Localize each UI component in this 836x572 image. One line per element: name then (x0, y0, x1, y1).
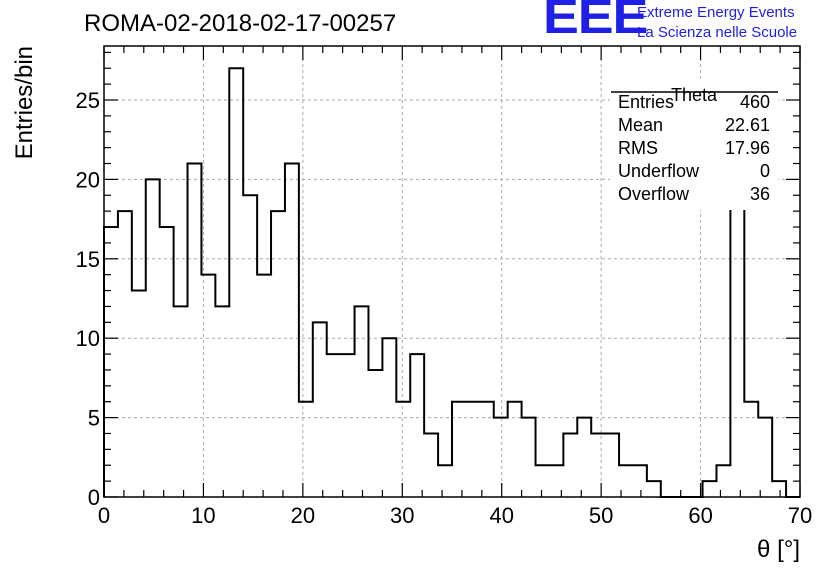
histogram-bin (299, 402, 313, 497)
histogram-bin (522, 418, 536, 497)
histogram-bin (494, 418, 508, 497)
y-tick-label: 0 (88, 485, 100, 510)
histogram-bin (243, 195, 257, 497)
stats-row-value: 17.96 (725, 138, 770, 158)
y-axis-label: Entries/bin (11, 46, 38, 159)
x-tick-label: 0 (98, 503, 110, 528)
histogram-bin (368, 370, 382, 497)
histogram-bin (201, 275, 215, 497)
y-tick-label: 5 (88, 406, 100, 431)
y-tick-label: 10 (76, 326, 100, 351)
stats-rows: Entries 460 Mean 22.61 RMS 17.96 Underflow 0 Ove… (618, 92, 770, 204)
stats-row-value: 460 (740, 92, 770, 112)
histogram-bin (424, 433, 438, 497)
histogram-bin (132, 291, 146, 497)
y-tick-labels: 0 5 10 15 20 25 (76, 88, 100, 510)
histogram-bin (104, 227, 118, 497)
x-tick-labels: 0 10 20 30 40 50 60 70 (98, 503, 812, 528)
stats-row-label: Underflow (618, 161, 700, 181)
stats-row-label: Overflow (618, 184, 690, 204)
histogram-bin (215, 306, 229, 497)
histogram-bin (257, 275, 271, 497)
histogram-bin (327, 354, 341, 497)
stats-row-value: 36 (750, 184, 770, 204)
histogram-bin (508, 402, 522, 497)
histogram-bin (396, 402, 410, 497)
histogram-bin (188, 164, 202, 497)
stats-box-background (610, 82, 778, 210)
plot-frame (103, 45, 801, 498)
histogram-bin (174, 306, 188, 497)
stats-box-title: Theta (671, 85, 718, 105)
x-axis-label: θ [°] (757, 536, 800, 563)
histogram-bin (591, 433, 605, 497)
x-tick-label: 60 (688, 503, 712, 528)
histogram-bin (285, 164, 299, 497)
histogram-bin (758, 418, 772, 497)
histogram-bin (633, 465, 647, 497)
histogram-bin (480, 402, 494, 497)
x-tick-label: 10 (191, 503, 215, 528)
histogram-bin (605, 433, 619, 497)
histogram-bin (438, 465, 452, 497)
x-tick-label: 30 (390, 503, 414, 528)
histogram-bin (703, 481, 717, 497)
logo-subtitle-line2: La Scienza nelle Scuole (637, 24, 798, 41)
histogram-bin (647, 481, 661, 497)
axis-ticks (103, 46, 801, 498)
histogram-bin (577, 418, 591, 497)
logo-subtitle-line1: Extreme Energy Events (637, 4, 795, 21)
histogram-bin (536, 465, 550, 497)
stats-box: Theta Entries 460 Mean 22.61 RMS 17.96 Underfl… (610, 82, 778, 210)
histogram-bin (772, 481, 786, 497)
histogram-bin (160, 227, 174, 497)
histogram-bin (466, 402, 480, 497)
histogram-bin (313, 322, 327, 497)
x-tick-label: 70 (788, 503, 812, 528)
histogram-bin (563, 433, 577, 497)
x-tick-label: 40 (489, 503, 513, 528)
histogram-bin (744, 402, 758, 497)
eee-logo: EEE (543, 0, 648, 44)
histogram-bin (716, 465, 730, 497)
histogram-bin (118, 211, 132, 497)
stats-row-value: 22.61 (725, 115, 770, 135)
y-tick-label: 15 (76, 247, 100, 272)
histogram-bin (410, 354, 424, 497)
histogram-bin (271, 211, 285, 497)
stats-row-label: Entries (618, 92, 674, 112)
y-tick-label: 25 (76, 88, 100, 113)
histogram-bin (452, 402, 466, 497)
x-tick-label: 20 (291, 503, 315, 528)
x-tick-label: 50 (589, 503, 613, 528)
stats-row-value: 0 (760, 161, 770, 181)
y-tick-label: 20 (76, 167, 100, 192)
stats-row-label: Mean (618, 115, 663, 135)
stats-row-label: RMS (618, 138, 658, 158)
histogram-bin (355, 306, 369, 497)
page-title: ROMA-02-2018-02-17-00257 (84, 10, 397, 37)
histogram-bin (229, 68, 243, 497)
histogram-bin (341, 354, 355, 497)
